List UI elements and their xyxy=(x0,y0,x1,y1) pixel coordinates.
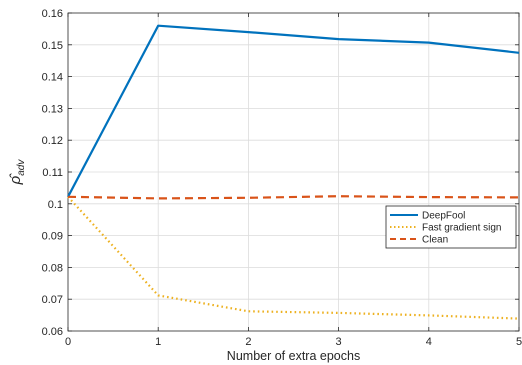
x-tick-label: 4 xyxy=(426,336,432,348)
series-lines xyxy=(67,24,520,320)
y-tick-label: 0.12 xyxy=(42,135,63,147)
x-tick-label: 2 xyxy=(245,336,251,348)
x-tick-label: 3 xyxy=(336,336,342,348)
y-tick-label: 0.13 xyxy=(42,103,63,115)
y-tick-label: 0.09 xyxy=(42,231,63,243)
y-tick-label: 0.16 xyxy=(42,8,63,20)
y-tick-label: 0.14 xyxy=(42,72,63,84)
y-axis-label: ρ̂adv xyxy=(7,159,27,186)
y-tick-label: 0.11 xyxy=(42,167,63,179)
series-line-fast-gradient-sign xyxy=(67,196,520,320)
y-tick-label: 0.08 xyxy=(42,262,63,274)
legend-box xyxy=(385,205,517,249)
series-line-clean xyxy=(67,195,520,200)
y-tick-label: 0.1 xyxy=(48,199,63,211)
legend-label: Clean xyxy=(422,235,448,246)
x-tick-label: 0 xyxy=(65,336,71,348)
x-axis-label: Number of extra epochs xyxy=(227,349,360,363)
y-tick-label: 0.07 xyxy=(42,294,63,306)
series-line-deepfool xyxy=(67,24,520,198)
y-axis-label-base: ρ̂ xyxy=(7,173,24,186)
y-tick-label: 0.15 xyxy=(42,40,63,52)
y-axis-label-subscript: adv xyxy=(16,159,27,176)
legend-label: DeepFool xyxy=(422,211,465,222)
y-tick-label: 0.06 xyxy=(42,326,63,338)
x-tick-label: 1 xyxy=(155,336,161,348)
axis-ticks: 0 1 2 3 4 5 0.06 0.07 0.08 0.09 0.1 0.11 0.12 0.13 0.1… xyxy=(42,8,522,348)
legend-label: Fast gradient sign xyxy=(422,223,502,234)
x-tick-label: 5 xyxy=(516,336,522,348)
